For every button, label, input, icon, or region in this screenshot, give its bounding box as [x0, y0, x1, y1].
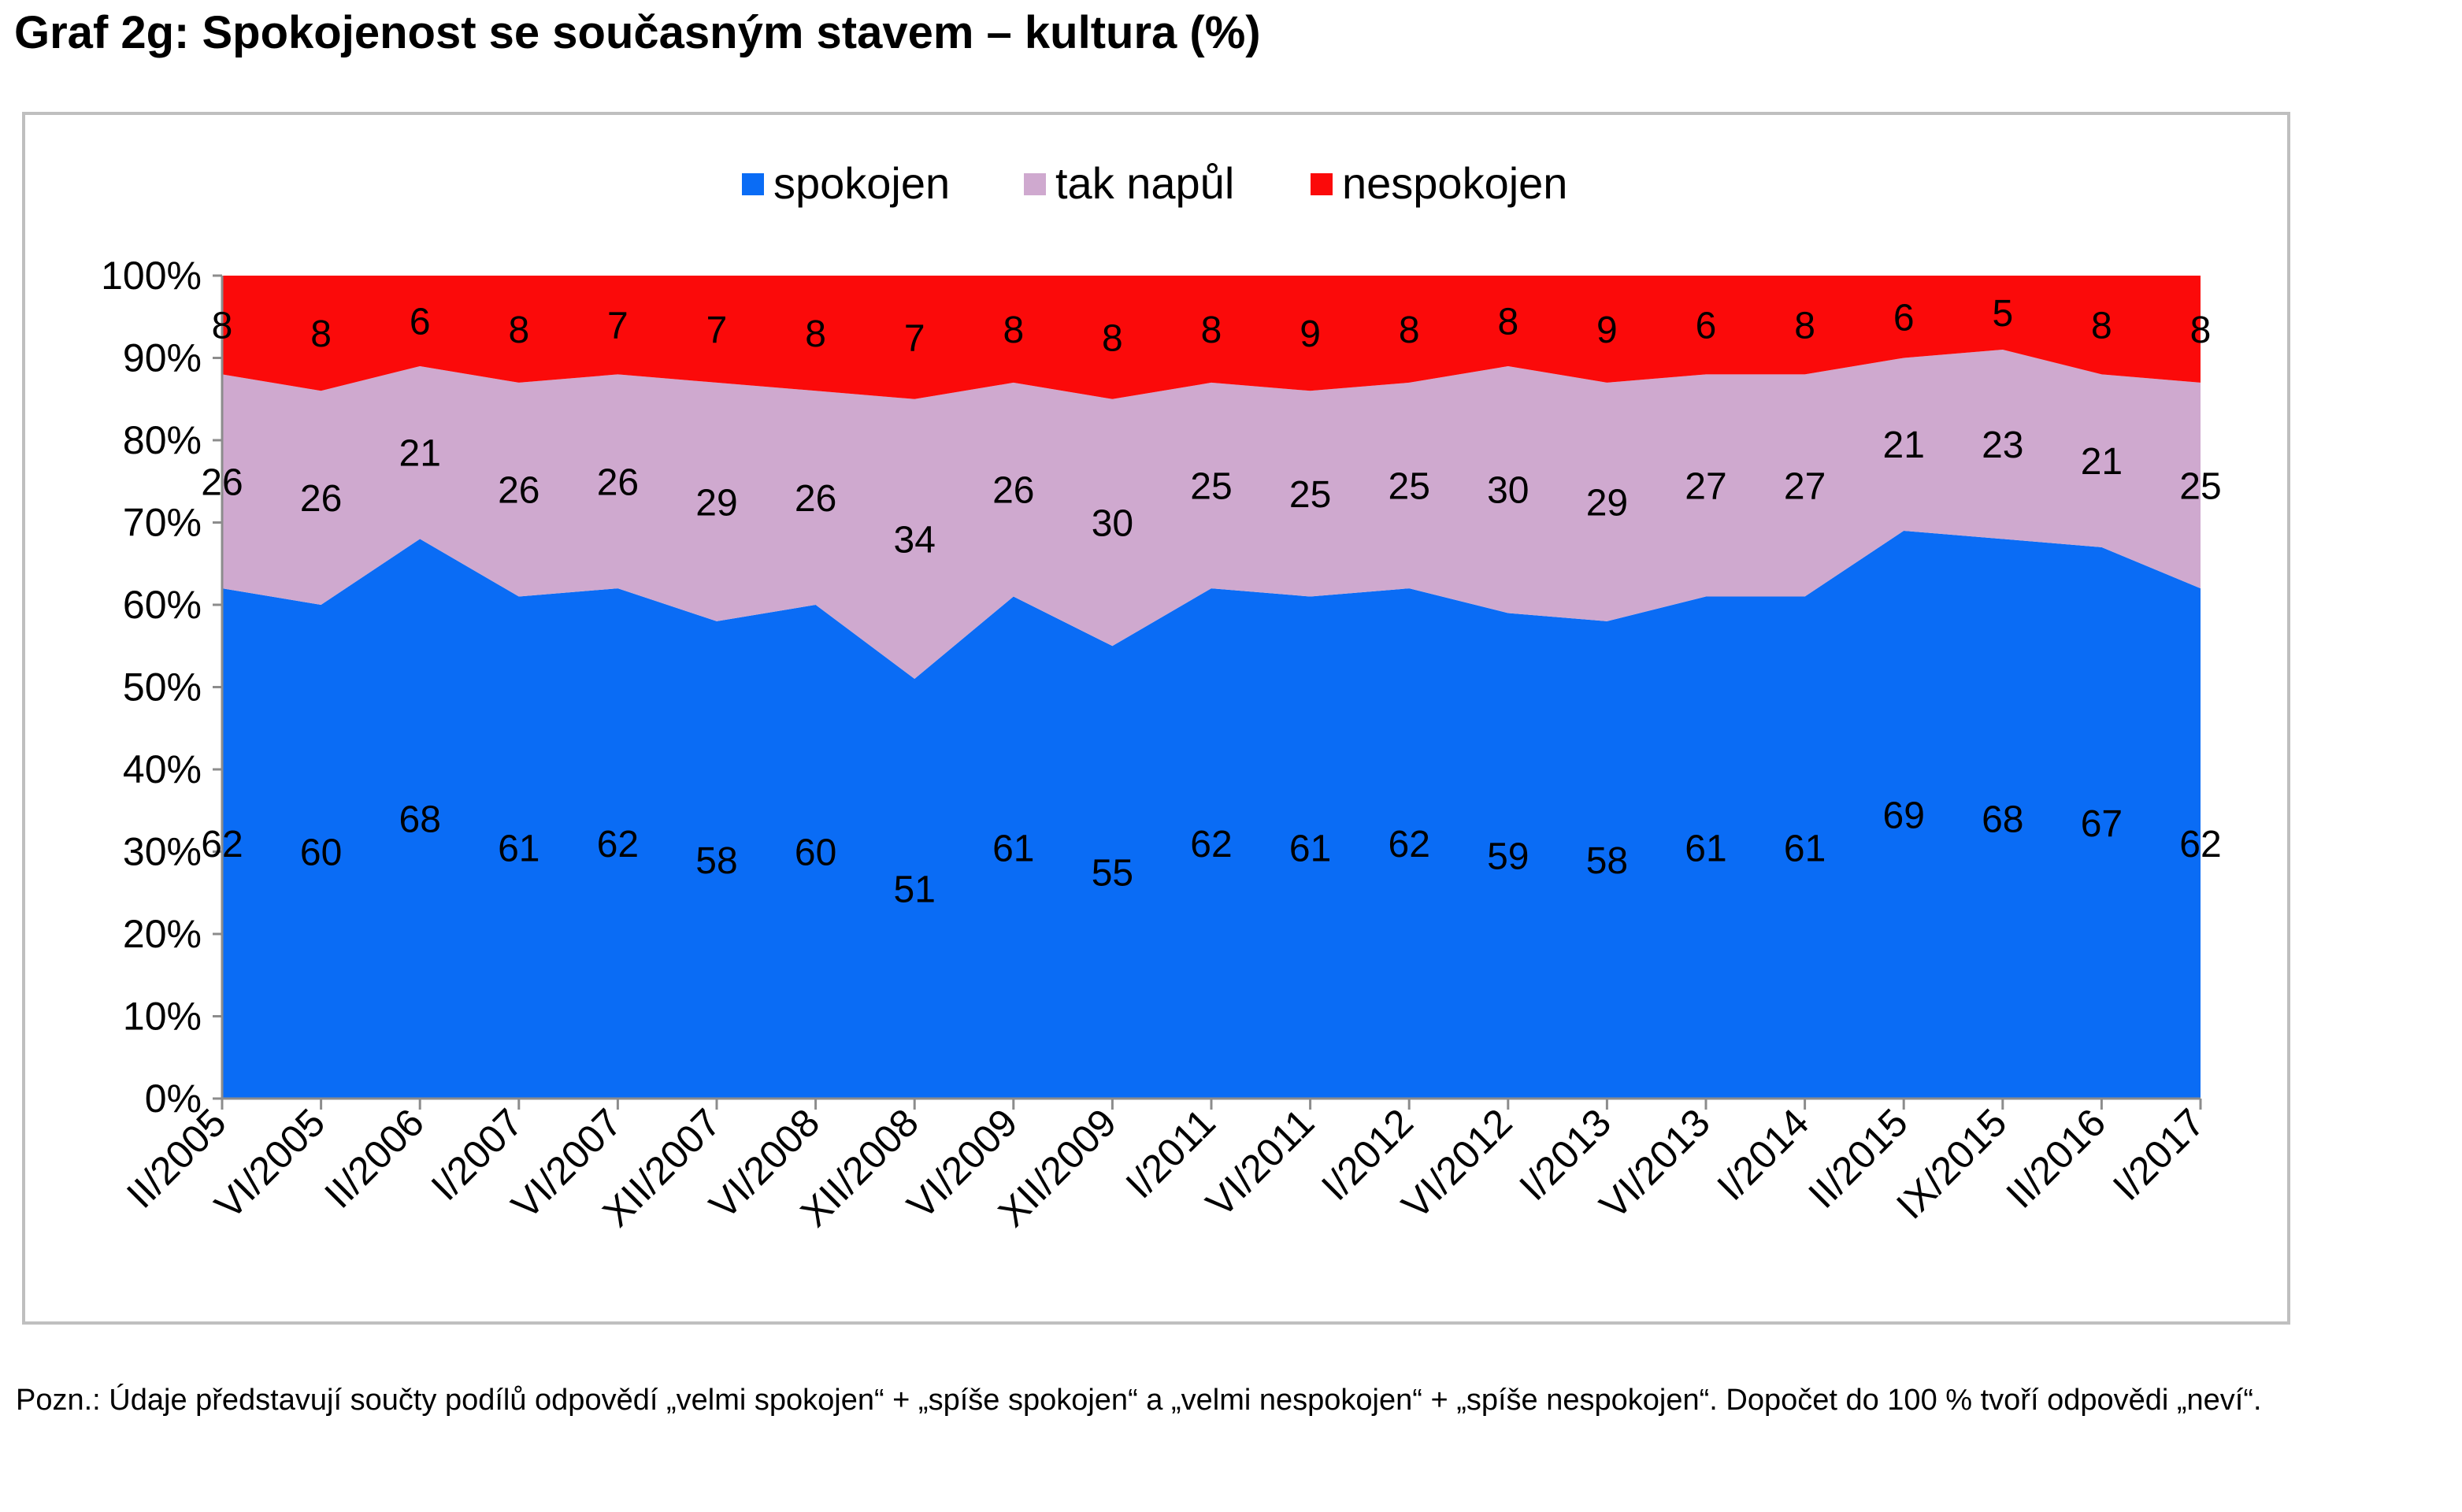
- data-label-spokojen: 55: [1092, 853, 1133, 895]
- data-label-spokojen: 61: [1784, 828, 1826, 869]
- data-label-spokojen: 68: [399, 799, 441, 841]
- data-label-tak-nap-l: 26: [300, 478, 342, 520]
- y-tick-label: 100%: [101, 254, 202, 298]
- y-tick-label: 30%: [123, 830, 202, 874]
- area-nespokojen: [222, 276, 2201, 399]
- data-label-spokojen: 62: [1190, 824, 1232, 865]
- data-label-spokojen: 61: [992, 828, 1034, 869]
- x-tick-label: VI/2005: [206, 1100, 333, 1227]
- data-label-spokojen: 61: [498, 828, 539, 869]
- data-label-tak-nap-l: 21: [2081, 441, 2123, 483]
- x-tick-label: IX/2015: [1888, 1100, 2015, 1227]
- x-tick-label: II/2006: [316, 1100, 432, 1217]
- data-label-tak-nap-l: 26: [992, 470, 1034, 512]
- data-label-nespokojen: 8: [310, 313, 332, 355]
- data-label-nespokojen: 6: [1893, 297, 1915, 339]
- data-label-tak-nap-l: 30: [1092, 503, 1133, 545]
- data-label-spokojen: 58: [695, 840, 737, 882]
- data-label-nespokojen: 8: [1497, 302, 1518, 343]
- data-label-nespokojen: 7: [706, 309, 728, 351]
- y-tick-label: 80%: [123, 418, 202, 462]
- data-label-tak-nap-l: 27: [1784, 466, 1826, 508]
- y-tick-label: 10%: [123, 995, 202, 1039]
- data-label-nespokojen: 7: [607, 306, 628, 347]
- data-label-tak-nap-l: 21: [399, 433, 441, 475]
- data-label-tak-nap-l: 30: [1487, 470, 1529, 512]
- data-label-spokojen: 62: [201, 824, 243, 865]
- x-tick-label: VI/2011: [1198, 1100, 1323, 1225]
- y-tick-label: 20%: [123, 912, 202, 956]
- data-label-spokojen: 60: [795, 832, 836, 874]
- data-label-spokojen: 60: [300, 832, 342, 874]
- data-label-nespokojen: 5: [1992, 293, 2013, 335]
- data-label-nespokojen: 7: [904, 317, 925, 359]
- data-label-nespokojen: 8: [508, 309, 529, 351]
- data-label-tak-nap-l: 29: [695, 482, 737, 524]
- data-label-tak-nap-l: 21: [1883, 424, 1925, 466]
- y-tick-label: 0%: [145, 1077, 202, 1121]
- data-label-tak-nap-l: 26: [795, 478, 836, 520]
- data-label-tak-nap-l: 25: [2179, 466, 2221, 508]
- y-tick-label: 50%: [123, 665, 202, 710]
- y-tick-label: 40%: [123, 747, 202, 791]
- data-label-tak-nap-l: 25: [1190, 466, 1232, 508]
- data-label-spokojen: 62: [597, 824, 639, 865]
- x-tick-label: VI/2012: [1393, 1100, 1520, 1227]
- x-tick-label: I/2014: [1708, 1100, 1817, 1209]
- data-label-spokojen: 62: [2179, 824, 2221, 865]
- data-label-tak-nap-l: 27: [1685, 466, 1726, 508]
- legend-label-spokojen: spokojen: [773, 158, 950, 208]
- legend-swatch-nespokojen: [1311, 173, 1333, 195]
- y-tick-label: 70%: [123, 501, 202, 545]
- x-tick-label: VI/2013: [1591, 1100, 1718, 1227]
- footnote: Pozn.: Údaje představují součty podílů o…: [16, 1384, 2262, 1417]
- legend-label-tak-nap-l: tak napůl: [1055, 158, 1234, 208]
- area-spokojen: [222, 531, 2201, 1099]
- data-label-tak-nap-l: 25: [1389, 466, 1430, 508]
- x-tick-label: II/2016: [1997, 1100, 2114, 1217]
- data-label-tak-nap-l: 23: [1982, 424, 2023, 466]
- data-label-nespokojen: 8: [212, 306, 233, 347]
- area-tak-nap-l: [222, 350, 2201, 679]
- data-label-spokojen: 68: [1982, 799, 2023, 841]
- x-tick-label: I/2017: [2104, 1100, 2213, 1209]
- data-label-spokojen: 59: [1487, 836, 1529, 878]
- data-label-nespokojen: 9: [1300, 313, 1321, 355]
- data-label-tak-nap-l: 26: [498, 470, 539, 512]
- data-label-nespokojen: 6: [1696, 306, 1717, 347]
- chart-frame: 0% 10% 20% 30% 40% 50% 60% 70% 80% 90% 100% II/2005…: [22, 112, 2290, 1325]
- data-label-nespokojen: 8: [1399, 309, 1420, 351]
- data-label-nespokojen: 8: [1201, 309, 1222, 351]
- data-label-nespokojen: 8: [805, 313, 826, 355]
- data-label-tak-nap-l: 29: [1586, 482, 1628, 524]
- y-tick-label: 60%: [123, 583, 202, 627]
- legend-swatch-spokojen: [742, 173, 764, 195]
- data-label-nespokojen: 8: [1003, 309, 1024, 351]
- data-label-nespokojen: 8: [2091, 306, 2112, 347]
- data-label-tak-nap-l: 34: [894, 519, 936, 561]
- data-label-nespokojen: 9: [1596, 309, 1618, 351]
- data-label-spokojen: 69: [1883, 795, 1925, 837]
- data-label-nespokojen: 8: [1102, 317, 1123, 359]
- areas-layer: [222, 276, 2201, 1099]
- data-label-spokojen: 51: [894, 869, 936, 911]
- page-title: Graf 2g: Spokojenost se současným stavem…: [14, 7, 1261, 58]
- data-label-nespokojen: 8: [2190, 309, 2212, 351]
- data-label-tak-nap-l: 25: [1289, 474, 1331, 516]
- legend-label-nespokojen: nespokojen: [1342, 158, 1567, 208]
- y-tick-label: 90%: [123, 336, 202, 380]
- data-label-spokojen: 62: [1389, 824, 1430, 865]
- chart: 0%10%20%30%40%50%60%70%80%90%100%II/2005…: [101, 158, 2222, 1235]
- legend-swatch-tak-nap-l: [1024, 173, 1046, 195]
- data-label-nespokojen: 6: [410, 302, 431, 343]
- data-label-spokojen: 58: [1586, 840, 1628, 882]
- data-label-spokojen: 61: [1685, 828, 1726, 869]
- legend: spokojen tak napůl nespokojen: [742, 158, 1567, 208]
- data-label-spokojen: 67: [2081, 803, 2123, 845]
- data-label-tak-nap-l: 26: [597, 461, 639, 503]
- data-label-spokojen: 61: [1289, 828, 1331, 869]
- data-label-tak-nap-l: 26: [201, 461, 243, 503]
- data-label-nespokojen: 8: [1794, 306, 1815, 347]
